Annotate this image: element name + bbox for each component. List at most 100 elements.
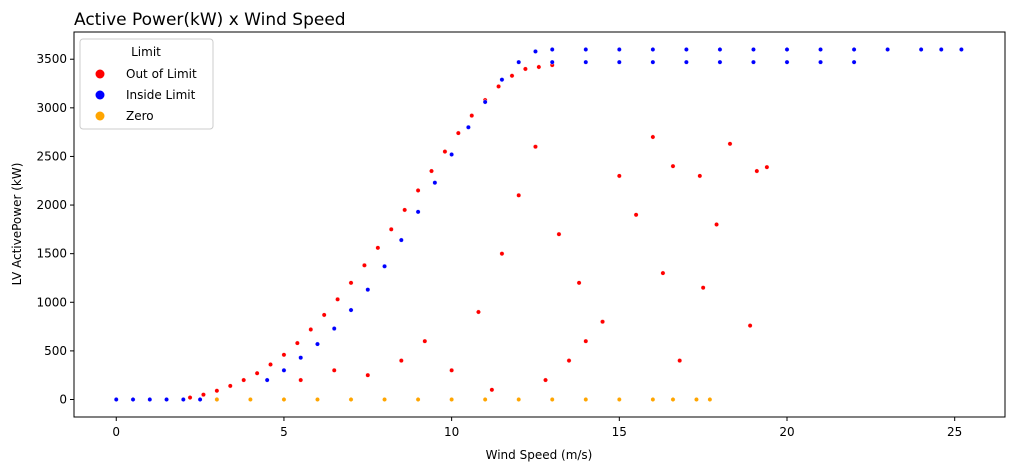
data-points (113, 47, 964, 402)
x-tick-label: 15 (612, 425, 627, 439)
data-point (549, 59, 555, 65)
data-point (130, 397, 136, 402)
data-point (348, 397, 354, 402)
data-point (197, 397, 203, 402)
x-axis-label: Wind Speed (m/s) (486, 448, 593, 462)
data-point (764, 164, 770, 170)
data-point (382, 263, 387, 269)
data-point (449, 152, 455, 157)
data-point (455, 130, 461, 136)
data-point (509, 73, 515, 79)
data-point (751, 59, 756, 65)
x-tick-label: 0 (112, 425, 120, 439)
data-point (754, 168, 760, 174)
y-axis: 0 500 1000 1500 2000 2500 3000 3500 (36, 52, 74, 407)
data-point (201, 392, 206, 398)
data-point (422, 338, 428, 344)
data-point (677, 358, 683, 364)
data-point (476, 309, 481, 315)
y-tick-label: 3500 (36, 52, 67, 66)
data-point (281, 397, 287, 402)
data-point (707, 397, 713, 402)
data-point (516, 59, 522, 65)
data-point (714, 222, 719, 227)
data-point (335, 296, 341, 302)
legend: Limit Out of Limit Inside Limit Zero (79, 38, 214, 130)
data-point (818, 47, 823, 52)
data-point (697, 173, 703, 179)
y-tick-label: 2000 (36, 198, 67, 212)
data-point (268, 362, 273, 367)
y-tick-label: 3000 (36, 101, 67, 115)
data-point (147, 397, 153, 402)
data-point (516, 192, 522, 198)
data-point (650, 397, 656, 402)
data-point (449, 367, 455, 373)
data-point (482, 99, 488, 105)
data-point (415, 209, 421, 215)
x-tick-label: 10 (444, 425, 459, 439)
y-tick-label: 0 (59, 393, 67, 407)
data-point (298, 355, 304, 361)
data-point (633, 212, 639, 218)
data-point (415, 188, 421, 193)
data-point (298, 377, 304, 383)
data-point (499, 251, 505, 257)
data-point (113, 397, 119, 402)
series-2 (214, 397, 713, 402)
data-point (717, 47, 723, 52)
data-point (600, 319, 605, 325)
data-point (576, 280, 582, 286)
data-point (281, 367, 287, 373)
data-point (543, 377, 548, 383)
data-point (727, 141, 733, 147)
data-point (281, 352, 287, 358)
data-point (670, 397, 676, 402)
data-point (616, 397, 622, 402)
data-point (180, 397, 186, 402)
data-point (321, 312, 327, 318)
data-point (415, 397, 421, 402)
x-axis: 0 5 10 15 20 25 (112, 417, 962, 439)
data-point (784, 59, 790, 65)
data-point (388, 226, 394, 232)
data-point (362, 262, 367, 268)
data-point (938, 47, 944, 52)
data-point (616, 59, 622, 65)
data-point (382, 397, 387, 402)
data-point (583, 59, 589, 65)
data-point (466, 124, 471, 130)
data-point (784, 47, 790, 52)
data-point (818, 59, 823, 65)
data-point (469, 113, 475, 119)
x-tick-label: 5 (280, 425, 288, 439)
data-point (747, 323, 753, 329)
data-point (315, 341, 320, 347)
data-point (489, 387, 495, 393)
data-point (583, 47, 589, 52)
data-point (516, 397, 522, 402)
data-point (683, 59, 689, 65)
data-point (398, 358, 404, 364)
data-point (432, 180, 438, 186)
plot-frame (73, 31, 1006, 418)
legend-entry-label: Zero (126, 109, 154, 123)
data-point (164, 397, 169, 402)
data-point (583, 397, 589, 402)
data-point (885, 47, 891, 52)
data-point (375, 245, 381, 251)
data-point (616, 47, 622, 52)
data-point (348, 280, 354, 286)
data-point (660, 270, 666, 276)
data-point (650, 134, 656, 140)
data-point (533, 144, 538, 150)
data-point (566, 358, 572, 364)
data-point (523, 66, 528, 72)
data-point (241, 377, 247, 383)
legend-entry-label: Out of Limit (126, 67, 197, 81)
data-point (214, 388, 220, 394)
data-point (583, 338, 589, 344)
data-point (650, 47, 656, 52)
y-axis-label: LV ActivePower (kW) (10, 163, 24, 286)
legend-entry-label: Inside Limit (126, 88, 196, 102)
